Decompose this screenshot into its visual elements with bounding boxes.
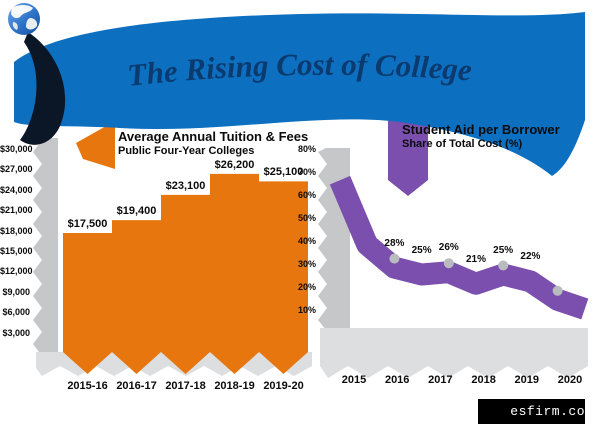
right-x-axis-ribbon	[320, 328, 588, 378]
bar-2019-20	[259, 181, 308, 374]
data-point-marker	[389, 253, 400, 264]
banner-ribbon	[14, 12, 585, 176]
bar-2015-16	[63, 233, 112, 374]
data-point-marker	[443, 258, 454, 269]
watermark-box: esfirm.co	[478, 399, 585, 424]
right-chart-ribbon-tab	[388, 116, 428, 196]
left-y-axis-ribbon	[33, 138, 58, 356]
bar-2016-17	[112, 220, 161, 374]
trend-band	[329, 175, 589, 320]
left-chart-ribbon-tab	[76, 121, 115, 169]
bar-group	[63, 173, 308, 374]
right-y-axis-ribbon	[318, 148, 350, 330]
line-band-group	[329, 175, 589, 320]
data-point-marker	[498, 260, 509, 271]
bar-2018-19	[210, 173, 259, 374]
data-point-marker	[552, 285, 563, 296]
globe-icon	[8, 3, 40, 35]
watermark-text: esfirm.co	[510, 404, 585, 419]
banner-fold-shadow	[20, 32, 66, 145]
bar-2017-18	[161, 194, 210, 374]
